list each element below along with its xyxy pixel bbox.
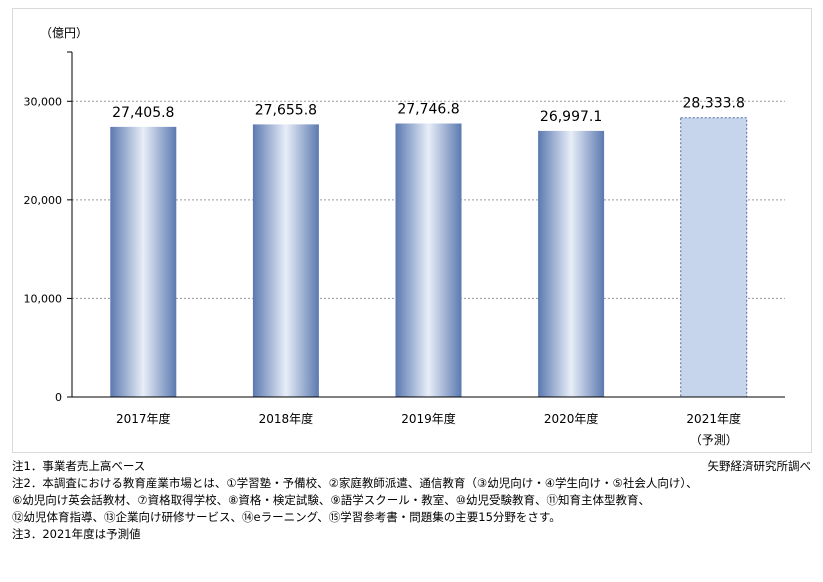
bar [110,126,177,397]
data-label: 27,655.8 [255,102,317,118]
bar-chart: （億円） 0 10,000 20,000 30,000 27,405.8 2017年度 2… [24,26,785,447]
x-tick-label: 2019年度 [401,411,456,426]
bar [538,130,605,397]
bar-forecast [680,117,748,398]
note-1: 注1．事業者売上高ベース [12,459,146,473]
bar [395,123,462,398]
x-tick-label: 2021年度 [686,411,741,426]
source-credit: 矢野経済研究所調べ [707,459,812,473]
y-tick-label: 0 [55,391,62,404]
x-tick-label: 2018年度 [259,411,314,426]
y-axis-unit-label: （億円） [40,26,88,40]
x-tick-sublabel: （予測） [690,433,738,447]
note-2-continued-2: ⑫幼児体育指導、⑬企業向け研修サービス、⑭eラーニング、⑮学習参考書・問題集の主… [12,510,561,524]
y-tick-label: 10,000 [24,292,63,305]
note-2: 注2．本調査における教育産業市場とは、①学習塾・予備校、②家庭教師派遣、通信教育… [12,476,698,490]
y-tick-label: 20,000 [24,194,63,207]
x-tick-label: 2017年度 [116,411,171,426]
x-tick-label: 2020年度 [544,411,599,426]
note-3: 注3．2021年度は予測値 [12,527,141,541]
note-2-continued-1: ⑥幼児向け英会話教材、⑦資格取得学校、⑧資格・検定試験、⑨語学スクール・教室、⑩… [12,493,651,507]
data-label: 27,405.8 [112,105,174,121]
footnotes: 注1．事業者売上高ベース 注2．本調査における教育産業市場とは、①学習塾・予備校… [12,458,812,543]
bar [252,124,319,398]
data-label: 26,997.1 [540,109,602,125]
y-tick-label: 30,000 [24,95,63,108]
data-label: 28,333.8 [683,96,745,112]
data-label: 27,746.8 [397,101,459,117]
